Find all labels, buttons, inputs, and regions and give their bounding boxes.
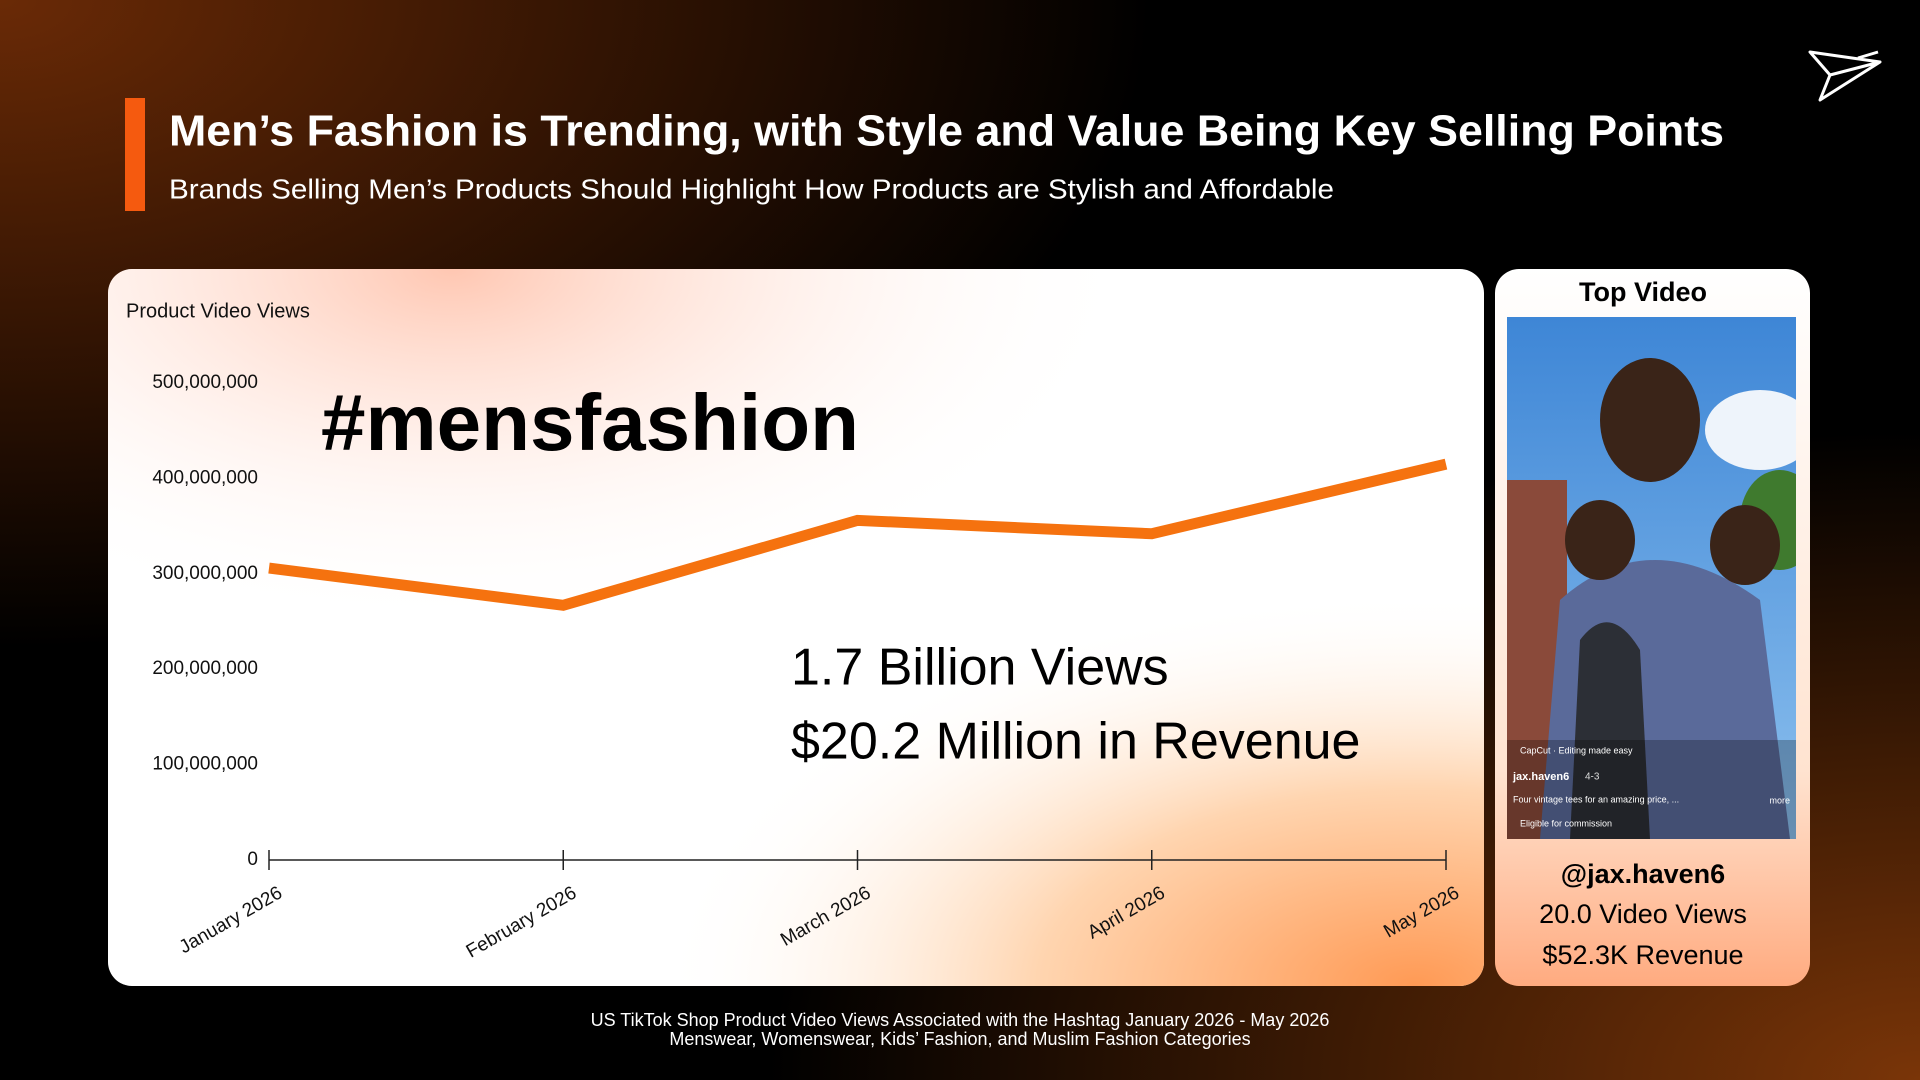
subtitle: Brands Selling Men’s Products Should Hig…: [169, 173, 1334, 204]
card-title: Top Video: [1579, 277, 1707, 307]
video-thumbnail[interactable]: CapCut · Editing made easy jax.haven6 4-…: [1507, 317, 1820, 840]
overlay-text: more: [1769, 795, 1790, 805]
accent-bar: [125, 98, 145, 211]
y-tick-label: 400,000,000: [152, 467, 258, 488]
overlay-text: jax.haven6: [1512, 771, 1569, 783]
top-video-card: Top Video CapCut · Editing made easy jax…: [1495, 269, 1820, 986]
footnote: Menswear, Womenswear, Kids’ Fashion, and…: [669, 1029, 1250, 1049]
views-annotation: 1.7 Billion Views: [791, 639, 1169, 697]
y-tick-label: 300,000,000: [152, 563, 258, 584]
y-tick-label: 200,000,000: [152, 658, 258, 679]
chart-card: [108, 269, 1484, 986]
creator-handle: @jax.haven6: [1561, 859, 1725, 889]
overlay-text: 4-3: [1585, 772, 1600, 783]
logo: [1808, 50, 1882, 102]
video-revenue: $52.3K Revenue: [1542, 940, 1743, 970]
revenue-annotation: $20.2 Million in Revenue: [791, 713, 1360, 771]
line: [268, 458, 1448, 611]
overlay-text: CapCut · Editing made easy: [1520, 745, 1633, 755]
y-tick-label: 100,000,000: [152, 754, 258, 775]
y-axis-label: Product Video Views: [126, 300, 310, 322]
y-tick-label: 0: [247, 849, 258, 870]
overlay-text: Four vintage tees for an amazing price, …: [1513, 794, 1679, 804]
overlay-text: Eligible for commission: [1520, 818, 1612, 828]
y-tick-label: 500,000,000: [152, 372, 258, 393]
hashtag-annotation: #mensfashion: [321, 378, 859, 467]
video-views: 20.0 Video Views: [1539, 899, 1747, 929]
footnote: US TikTok Shop Product Video Views Assoc…: [591, 1010, 1330, 1030]
title: Men’s Fashion is Trending, with Style an…: [169, 107, 1724, 156]
